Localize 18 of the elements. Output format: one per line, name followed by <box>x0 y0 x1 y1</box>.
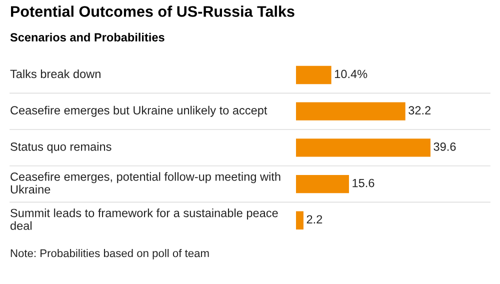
y-tick-label: Ceasefire emerges but Ukraine unlikely to accept <box>10 106 268 117</box>
text: Note: Probabilities based on poll of team <box>10 249 209 260</box>
text: Scenarios and Probabilities <box>10 32 164 42</box>
y-tick-label: Talks break down <box>10 69 100 78</box>
data-label: 2.2 <box>306 215 322 224</box>
data-label: 15.6 <box>352 178 374 188</box>
data-label: 32.2 <box>408 106 431 114</box>
bar <box>296 66 332 84</box>
text: Potential Outcomes of US-Russia Talks <box>11 6 294 17</box>
bar <box>296 211 304 230</box>
bar <box>296 102 406 120</box>
bar <box>296 174 349 194</box>
bar <box>296 138 430 157</box>
y-tick-label: Summit leads to framework for a sustainable peace deal <box>10 208 278 230</box>
y-tick-label: Ceasefire emerges, potential follow-up meeting with Ukraine <box>10 172 280 194</box>
y-tick-label: Status quo remains <box>10 142 112 154</box>
data-label: 10.4% <box>334 70 368 78</box>
data-label: 39.6 <box>434 142 456 151</box>
